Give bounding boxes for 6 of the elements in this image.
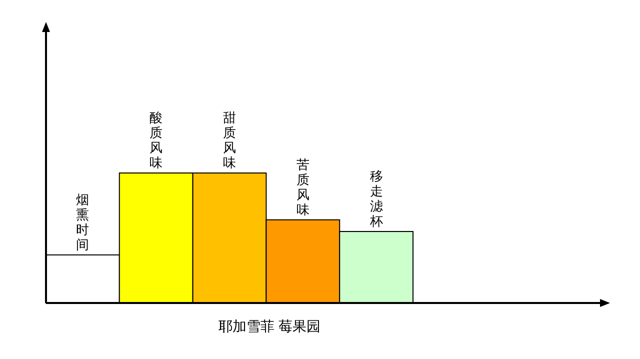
x-tick-label: 烟熏时间 xyxy=(76,192,90,253)
x-tick-label: 移走滤杯 xyxy=(368,170,383,230)
x-axis-title: 耶加雪菲 莓果园 xyxy=(218,319,321,335)
x-tick-label: 甜质风味 xyxy=(223,111,236,171)
x-tick-label: 酸质风味 xyxy=(150,111,163,171)
x-tick-label: 苦质风味 xyxy=(296,158,310,218)
